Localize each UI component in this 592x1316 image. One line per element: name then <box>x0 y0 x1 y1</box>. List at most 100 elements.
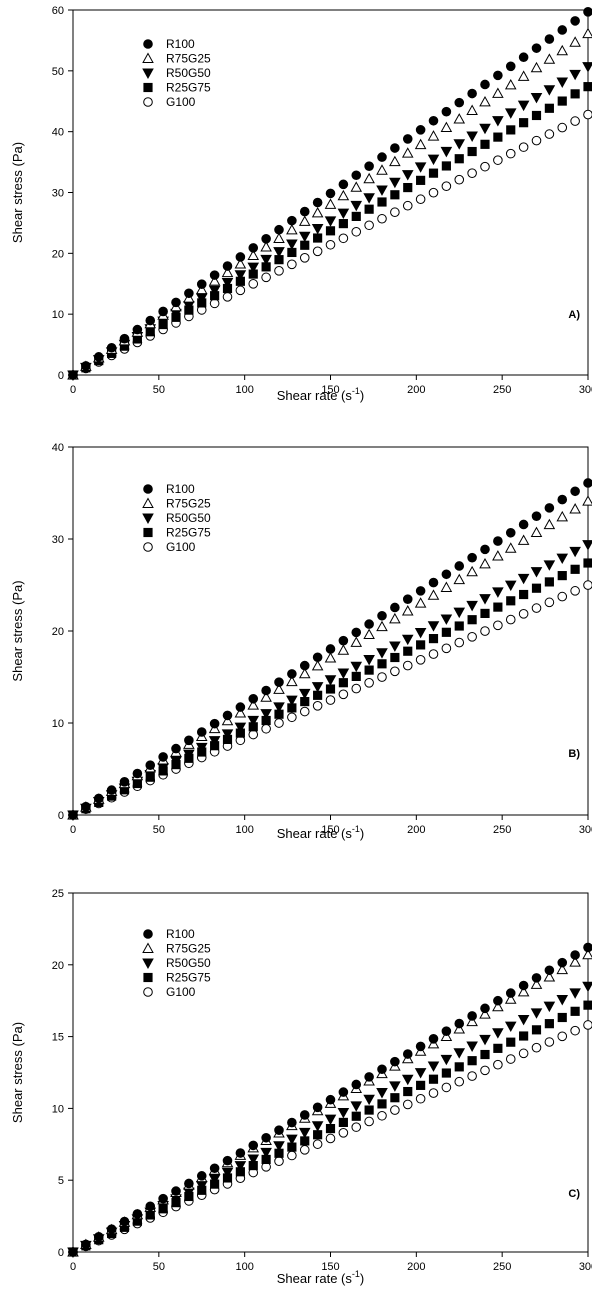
data-point <box>557 1031 568 1042</box>
x-tick-label: 150 <box>321 824 339 836</box>
chart-panel-2: 0 50 100 150 200 250 300 0 10 20 30 40 Shear rate (s… <box>10 442 592 841</box>
legend-label-r25g75: R25G75 <box>166 526 211 540</box>
data-point <box>235 702 246 712</box>
series-g100 <box>68 580 592 820</box>
data-point <box>234 1161 247 1172</box>
data-point <box>582 495 592 506</box>
data-point <box>453 607 466 619</box>
data-point <box>531 135 542 146</box>
data-point <box>582 62 592 73</box>
data-point <box>556 553 569 565</box>
data-point <box>441 1068 451 1078</box>
series-r50g50 <box>67 981 592 1258</box>
data-point <box>519 1031 529 1041</box>
data-point <box>106 1224 117 1234</box>
data-point <box>81 361 91 371</box>
data-point <box>504 542 517 553</box>
data-point <box>377 1110 387 1121</box>
data-point <box>544 503 555 513</box>
data-point <box>493 132 503 142</box>
data-point <box>93 793 104 804</box>
data-point <box>350 200 363 212</box>
data-point <box>480 161 490 172</box>
data-point <box>286 223 298 235</box>
data-point <box>479 1034 491 1046</box>
x-tick-label: 250 <box>493 1261 511 1273</box>
data-point <box>377 1099 387 1109</box>
x-tick-label: 150 <box>321 384 339 396</box>
data-point <box>518 980 529 991</box>
data-point <box>274 1125 284 1135</box>
data-point <box>569 69 581 81</box>
series-r25g75 <box>68 558 592 820</box>
data-point <box>68 370 78 380</box>
data-point <box>480 139 490 149</box>
y-tick-label: 10 <box>52 309 64 321</box>
legend-marker-g100 <box>143 987 153 997</box>
data-point <box>222 1155 233 1166</box>
data-point <box>337 189 350 201</box>
data-point <box>441 161 451 171</box>
data-point <box>416 1080 426 1090</box>
data-point <box>389 1081 401 1092</box>
data-point <box>415 194 426 205</box>
data-point <box>543 85 556 96</box>
data-point <box>467 168 477 178</box>
data-point <box>583 1000 592 1010</box>
data-point <box>453 139 466 150</box>
data-point <box>260 1147 272 1159</box>
data-point <box>530 92 543 104</box>
data-point <box>428 115 439 126</box>
data-point <box>557 591 568 602</box>
data-point <box>351 170 362 181</box>
data-point <box>364 220 374 231</box>
data-point <box>505 1054 516 1064</box>
data-point <box>466 1015 478 1027</box>
data-point <box>338 689 349 700</box>
x-tick-label: 250 <box>493 384 511 396</box>
legend-label-r50g50: R50G50 <box>166 956 211 970</box>
data-point <box>531 1042 542 1053</box>
data-point <box>530 1008 543 1019</box>
data-point <box>312 197 323 208</box>
data-point <box>260 709 272 720</box>
data-point <box>81 1239 91 1250</box>
data-point <box>493 536 503 546</box>
data-point <box>479 1008 491 1019</box>
data-point <box>402 594 413 604</box>
data-point <box>414 138 427 150</box>
legend-marker-r25g75 <box>143 82 153 93</box>
x-tick-label: 50 <box>153 824 165 836</box>
data-point <box>247 715 260 727</box>
data-point <box>106 785 117 795</box>
data-point <box>325 239 336 250</box>
data-point <box>209 298 220 309</box>
data-point <box>221 278 234 289</box>
legend-label-r100: R100 <box>166 927 195 941</box>
data-point <box>389 641 401 652</box>
data-point <box>415 1093 426 1104</box>
data-point <box>364 1116 374 1127</box>
data-point <box>93 1231 104 1242</box>
data-point <box>467 88 477 99</box>
data-point <box>531 583 542 593</box>
x-tick-label: 50 <box>153 384 165 396</box>
data-point <box>427 130 440 141</box>
series-r100 <box>68 942 592 1257</box>
data-point <box>247 249 260 261</box>
data-point <box>569 988 581 999</box>
data-point <box>287 259 297 270</box>
data-point <box>390 1093 400 1103</box>
data-point <box>132 768 143 779</box>
data-point <box>440 581 453 592</box>
data-point <box>441 569 452 580</box>
series-r50g50 <box>67 540 592 821</box>
data-point <box>583 109 592 120</box>
data-point <box>390 666 400 677</box>
data-point <box>390 602 400 613</box>
data-point <box>402 134 413 144</box>
data-point <box>364 1105 374 1115</box>
data-point <box>453 1048 466 1059</box>
data-point <box>517 573 530 585</box>
data-point <box>325 1123 336 1134</box>
